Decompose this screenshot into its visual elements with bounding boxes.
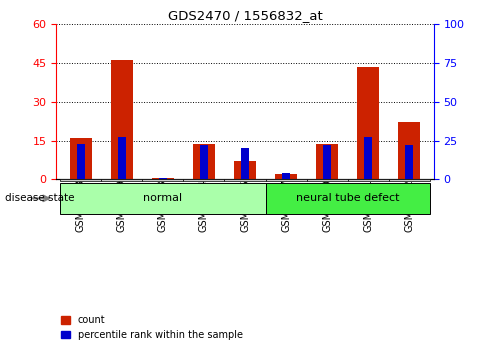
Bar — [282, 173, 290, 179]
Text: GSM94600: GSM94600 — [322, 179, 332, 232]
FancyBboxPatch shape — [307, 179, 347, 181]
Bar — [398, 122, 420, 179]
Bar — [241, 148, 249, 179]
Bar — [200, 145, 208, 179]
Bar — [159, 178, 167, 179]
FancyBboxPatch shape — [101, 179, 143, 181]
Legend: count, percentile rank within the sample: count, percentile rank within the sample — [61, 315, 243, 340]
Bar — [118, 138, 125, 179]
Text: normal: normal — [144, 194, 183, 203]
Text: GSM94605: GSM94605 — [240, 179, 250, 232]
Text: GSM94603: GSM94603 — [158, 179, 168, 232]
Text: GSM94604: GSM94604 — [199, 179, 209, 232]
Bar — [365, 138, 372, 179]
Bar — [111, 60, 133, 179]
Bar — [275, 174, 297, 179]
Text: GSM94601: GSM94601 — [363, 179, 373, 232]
Title: GDS2470 / 1556832_at: GDS2470 / 1556832_at — [168, 9, 322, 22]
Bar — [405, 145, 413, 179]
FancyBboxPatch shape — [389, 179, 430, 181]
Bar — [234, 161, 256, 179]
Bar — [323, 145, 331, 179]
FancyBboxPatch shape — [60, 179, 101, 181]
FancyBboxPatch shape — [347, 179, 389, 181]
Bar — [70, 138, 92, 179]
FancyBboxPatch shape — [60, 183, 266, 214]
FancyBboxPatch shape — [143, 179, 183, 181]
FancyBboxPatch shape — [266, 183, 430, 214]
Text: GSM94599: GSM94599 — [117, 179, 127, 232]
Text: neural tube defect: neural tube defect — [296, 194, 399, 203]
Bar — [152, 178, 174, 179]
Text: GSM94602: GSM94602 — [404, 179, 414, 232]
Text: disease state: disease state — [5, 194, 74, 203]
Text: GSM94597: GSM94597 — [281, 179, 291, 233]
Bar — [77, 144, 85, 179]
Bar — [357, 67, 379, 179]
FancyBboxPatch shape — [224, 179, 266, 181]
FancyBboxPatch shape — [266, 179, 307, 181]
Bar — [316, 145, 338, 179]
Bar — [193, 145, 215, 179]
FancyBboxPatch shape — [183, 179, 224, 181]
Text: GSM94598: GSM94598 — [76, 179, 86, 232]
